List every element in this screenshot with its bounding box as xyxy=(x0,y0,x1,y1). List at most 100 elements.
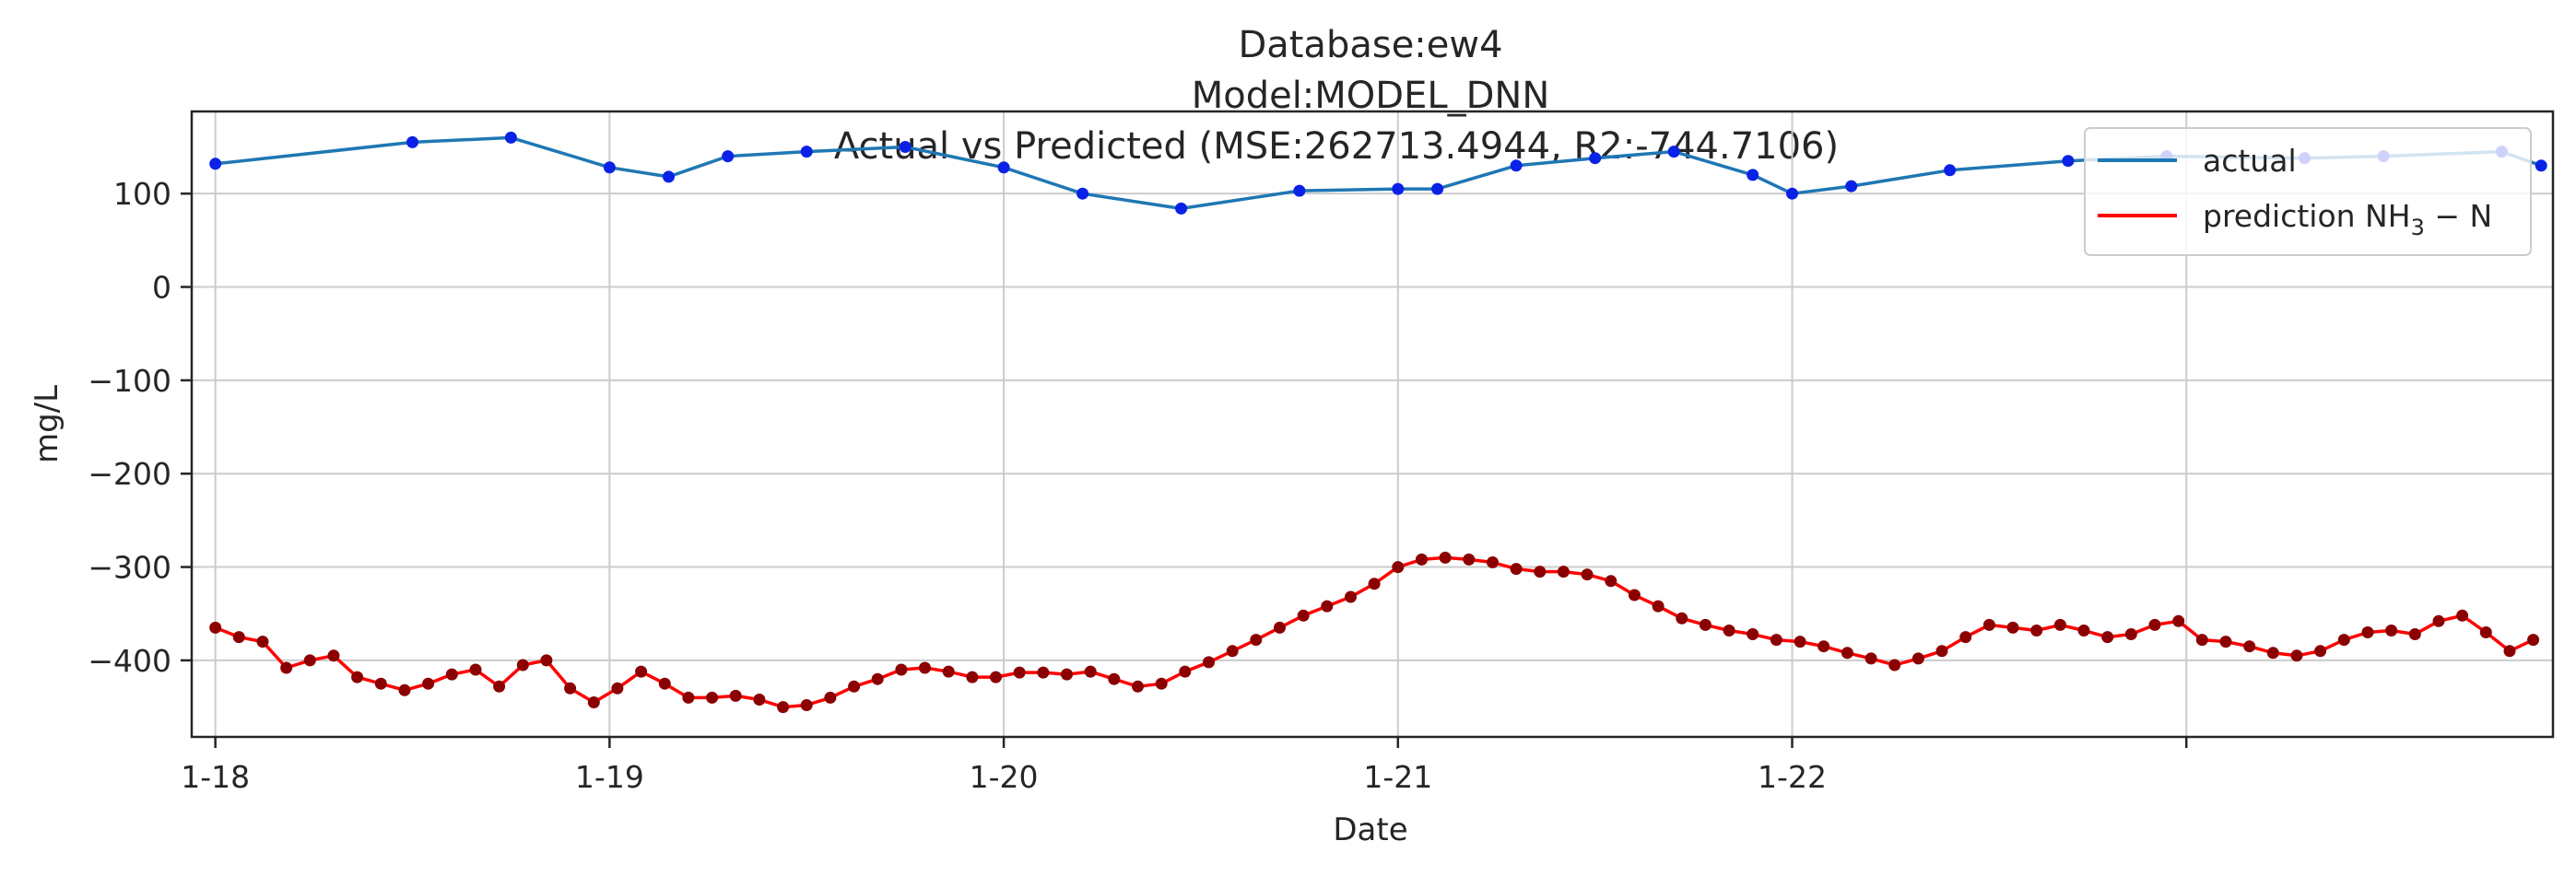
data-point xyxy=(603,161,616,174)
data-point xyxy=(899,141,912,153)
data-point xyxy=(942,665,955,678)
data-point xyxy=(374,677,387,690)
data-point xyxy=(1510,563,1523,576)
data-point xyxy=(256,636,269,648)
data-point xyxy=(1108,672,1121,685)
data-point xyxy=(445,668,458,681)
x-tick-label: 1-20 xyxy=(970,759,1039,795)
data-point xyxy=(1013,666,1026,679)
data-point xyxy=(706,691,719,704)
data-point xyxy=(2006,621,2019,634)
legend-label-actual: actual xyxy=(2203,143,2297,179)
series-layer xyxy=(209,131,2547,714)
legend-label-prediction: prediction NH3 − N xyxy=(2203,198,2492,240)
x-tick-label: 1-21 xyxy=(1363,759,1432,795)
data-point xyxy=(611,682,624,695)
x-axis-label: Date xyxy=(1333,812,1407,848)
data-point xyxy=(1439,551,1452,564)
data-point xyxy=(2219,636,2232,648)
data-point xyxy=(2124,628,2137,640)
data-point xyxy=(848,680,861,693)
data-point xyxy=(2314,645,2327,658)
data-point xyxy=(777,701,790,714)
data-point xyxy=(2266,647,2279,660)
y-tick-label: 100 xyxy=(113,176,171,212)
data-point xyxy=(1175,202,1188,215)
data-point xyxy=(800,699,813,711)
data-point xyxy=(1226,645,1239,658)
data-point xyxy=(1392,561,1405,574)
data-point xyxy=(2408,628,2421,640)
data-point xyxy=(2053,618,2066,631)
data-point xyxy=(658,677,671,690)
data-point xyxy=(966,671,979,683)
data-point xyxy=(1747,628,1759,640)
data-point xyxy=(1864,652,1877,665)
data-point xyxy=(722,150,735,163)
chart-title-line: Database:ew4 xyxy=(1238,24,1502,66)
y-tick-label: −100 xyxy=(88,363,171,399)
data-point xyxy=(824,691,837,704)
data-point xyxy=(1699,618,1711,631)
data-point xyxy=(635,665,648,678)
data-point xyxy=(1723,625,1735,637)
data-point xyxy=(1794,636,1806,648)
y-tick-label: −400 xyxy=(88,643,171,679)
data-point xyxy=(1084,665,1097,678)
data-point xyxy=(1416,553,1428,566)
data-point xyxy=(1581,568,1594,581)
data-point xyxy=(209,158,222,170)
data-point xyxy=(800,146,813,158)
data-point xyxy=(1845,180,1858,193)
data-point xyxy=(587,696,600,708)
data-point xyxy=(753,694,766,706)
data-point xyxy=(2527,634,2540,647)
data-point xyxy=(663,170,675,183)
data-point xyxy=(1589,152,1602,165)
data-point xyxy=(2243,640,2256,653)
data-point xyxy=(1155,677,1168,690)
data-point xyxy=(564,682,577,695)
data-point xyxy=(990,671,1002,683)
y-axis: 100 0 −100 −200 −300 −400 xyxy=(88,176,192,679)
data-point xyxy=(1652,600,1664,613)
data-point xyxy=(209,621,222,634)
data-point xyxy=(1786,187,1798,200)
data-point xyxy=(2195,634,2208,647)
data-point xyxy=(1132,680,1144,693)
data-point xyxy=(327,649,340,662)
data-point xyxy=(2101,631,2114,644)
y-axis-label: mg/L xyxy=(29,385,65,463)
data-point xyxy=(1345,590,1357,603)
chart-title: Database:ew4 Model:MODEL_DNN Actual vs Pre… xyxy=(834,24,1839,168)
data-point xyxy=(1841,647,1853,660)
data-point xyxy=(682,691,695,704)
data-point xyxy=(1982,618,1995,631)
data-point xyxy=(469,663,482,676)
data-point xyxy=(398,683,411,696)
data-point xyxy=(1667,146,1680,158)
data-point xyxy=(2062,155,2075,168)
data-point xyxy=(2030,625,2043,637)
data-point xyxy=(1321,600,1334,613)
data-point xyxy=(1628,589,1641,602)
y-tick-label: −200 xyxy=(88,456,171,492)
data-point xyxy=(504,131,517,144)
data-point xyxy=(2361,626,2374,638)
data-point xyxy=(1935,645,1948,658)
data-point xyxy=(2479,626,2492,638)
x-tick-label: 1-22 xyxy=(1758,759,1827,795)
data-point xyxy=(1817,640,1830,653)
data-point xyxy=(729,689,742,702)
x-axis: 1-18 1-19 1-20 1-21 1-22 xyxy=(181,737,2188,795)
data-point xyxy=(1911,652,1924,665)
data-point xyxy=(422,677,435,690)
data-point xyxy=(1274,621,1286,634)
data-point xyxy=(1061,668,1073,681)
data-point xyxy=(2385,625,2398,637)
data-point xyxy=(303,654,316,667)
data-point xyxy=(1487,556,1499,568)
data-point xyxy=(1747,169,1759,181)
y-tick-label: 0 xyxy=(152,270,171,306)
